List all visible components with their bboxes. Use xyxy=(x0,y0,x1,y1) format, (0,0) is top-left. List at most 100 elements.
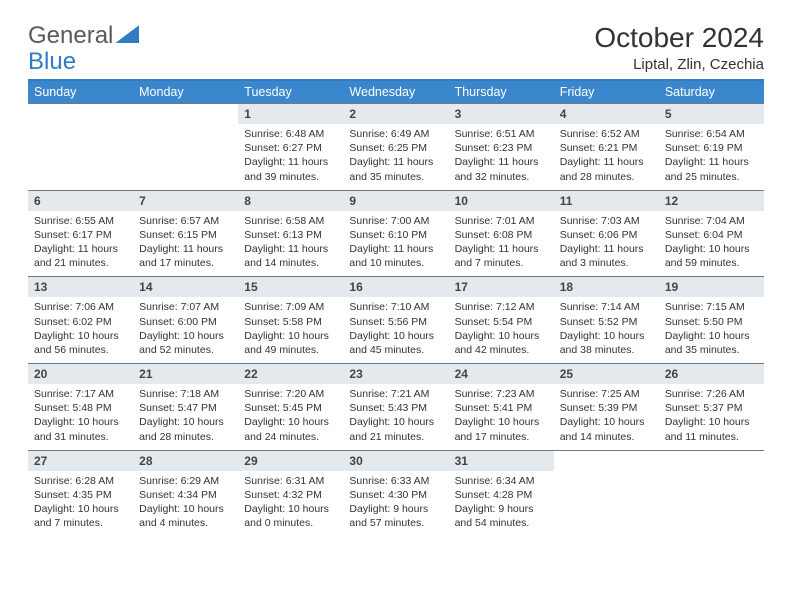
sunrise-text: Sunrise: 6:28 AM xyxy=(34,474,127,488)
sunrise-text: Sunrise: 7:17 AM xyxy=(34,387,127,401)
calendar-cell: 27Sunrise: 6:28 AMSunset: 4:35 PMDayligh… xyxy=(28,450,133,537)
sunset-text: Sunset: 6:10 PM xyxy=(349,228,442,242)
weekday-header: Monday xyxy=(133,80,238,103)
sunset-text: Sunset: 5:47 PM xyxy=(139,401,232,415)
day-content: Sunrise: 6:52 AMSunset: 6:21 PMDaylight:… xyxy=(554,124,659,190)
day-number: 14 xyxy=(133,276,238,297)
cell-wrap: 5Sunrise: 6:54 AMSunset: 6:19 PMDaylight… xyxy=(659,103,764,190)
sunset-text: Sunset: 6:02 PM xyxy=(34,315,127,329)
calendar-cell: 17Sunrise: 7:12 AMSunset: 5:54 PMDayligh… xyxy=(449,276,554,363)
cell-wrap: 27Sunrise: 6:28 AMSunset: 4:35 PMDayligh… xyxy=(28,450,133,537)
daylight-text: Daylight: 11 hours and 32 minutes. xyxy=(455,155,548,183)
logo: General xyxy=(28,22,139,50)
day-content: Sunrise: 7:23 AMSunset: 5:41 PMDaylight:… xyxy=(449,384,554,450)
daylight-text: Daylight: 11 hours and 3 minutes. xyxy=(560,242,653,270)
sunrise-text: Sunrise: 7:14 AM xyxy=(560,300,653,314)
calendar-cell: 2Sunrise: 6:49 AMSunset: 6:25 PMDaylight… xyxy=(343,103,448,190)
daylight-text: Daylight: 10 hours and 28 minutes. xyxy=(139,415,232,443)
day-number: 11 xyxy=(554,190,659,211)
cell-wrap: 7 Sunrise: 6:57 AMSunset: 6:15 PMDaylight… xyxy=(133,190,238,277)
sunrise-text: Sunrise: 6:52 AM xyxy=(560,127,653,141)
calendar-cell: 28Sunrise: 6:29 AMSunset: 4:34 PMDayligh… xyxy=(133,450,238,537)
day-content: Sunrise: 7:25 AMSunset: 5:39 PMDaylight:… xyxy=(554,384,659,450)
cell-wrap: 28Sunrise: 6:29 AMSunset: 4:34 PMDayligh… xyxy=(133,450,238,537)
title-block: October 2024 Liptal, Zlin, Czechia xyxy=(594,22,764,73)
daylight-text: Daylight: 10 hours and 11 minutes. xyxy=(665,415,758,443)
sunset-text: Sunset: 6:06 PM xyxy=(560,228,653,242)
calendar-cell: 4Sunrise: 6:52 AMSunset: 6:21 PMDaylight… xyxy=(554,103,659,190)
day-number: 23 xyxy=(343,363,448,384)
cell-wrap: 13Sunrise: 7:06 AMSunset: 6:02 PMDayligh… xyxy=(28,276,133,363)
calendar-cell: 24Sunrise: 7:23 AMSunset: 5:41 PMDayligh… xyxy=(449,363,554,450)
day-number: 17 xyxy=(449,276,554,297)
calendar-cell: 1Sunrise: 6:48 AMSunset: 6:27 PMDaylight… xyxy=(238,103,343,190)
day-content: Sunrise: 6:55 AMSunset: 6:17 PMDaylight:… xyxy=(28,211,133,277)
location-text: Liptal, Zlin, Czechia xyxy=(594,56,764,73)
day-number: 18 xyxy=(554,276,659,297)
day-number: 4 xyxy=(554,103,659,124)
calendar-row: 6Sunrise: 6:55 AMSunset: 6:17 PMDaylight… xyxy=(28,190,764,277)
sunrise-text: Sunrise: 7:15 AM xyxy=(665,300,758,314)
daylight-text: Daylight: 10 hours and 56 minutes. xyxy=(34,329,127,357)
day-number: 1 xyxy=(238,103,343,124)
sunset-text: Sunset: 6:00 PM xyxy=(139,315,232,329)
sunrise-text: Sunrise: 7:25 AM xyxy=(560,387,653,401)
cell-wrap: 8Sunrise: 6:58 AMSunset: 6:13 PMDaylight… xyxy=(238,190,343,277)
sunrise-text: Sunrise: 7:01 AM xyxy=(455,214,548,228)
daylight-text: Daylight: 10 hours and 38 minutes. xyxy=(560,329,653,357)
day-content: Sunrise: 7:17 AMSunset: 5:48 PMDaylight:… xyxy=(28,384,133,450)
cell-wrap: 17Sunrise: 7:12 AMSunset: 5:54 PMDayligh… xyxy=(449,276,554,363)
daylight-text: Daylight: 11 hours and 7 minutes. xyxy=(455,242,548,270)
sunset-text: Sunset: 6:19 PM xyxy=(665,141,758,155)
calendar-cell: 10Sunrise: 7:01 AMSunset: 6:08 PMDayligh… xyxy=(449,190,554,277)
cell-wrap: 11Sunrise: 7:03 AMSunset: 6:06 PMDayligh… xyxy=(554,190,659,277)
sunrise-text: Sunrise: 7:00 AM xyxy=(349,214,442,228)
day-number-empty xyxy=(659,450,764,471)
daylight-text: Daylight: 11 hours and 35 minutes. xyxy=(349,155,442,183)
calendar-cell: 12Sunrise: 7:04 AMSunset: 6:04 PMDayligh… xyxy=(659,190,764,277)
cell-wrap xyxy=(659,450,764,532)
calendar-cell xyxy=(554,450,659,537)
cell-wrap: 14Sunrise: 7:07 AMSunset: 6:00 PMDayligh… xyxy=(133,276,238,363)
day-number: 7 xyxy=(133,190,238,211)
sunset-text: Sunset: 4:30 PM xyxy=(349,488,442,502)
sunset-text: Sunset: 5:52 PM xyxy=(560,315,653,329)
sunset-text: Sunset: 6:15 PM xyxy=(139,228,232,242)
daylight-text: Daylight: 11 hours and 17 minutes. xyxy=(139,242,232,270)
logo-triangle-icon xyxy=(115,25,139,43)
day-content: Sunrise: 6:33 AMSunset: 4:30 PMDaylight:… xyxy=(343,471,448,537)
sunrise-text: Sunrise: 7:04 AM xyxy=(665,214,758,228)
daylight-text: Daylight: 10 hours and 42 minutes. xyxy=(455,329,548,357)
calendar-cell: 25Sunrise: 7:25 AMSunset: 5:39 PMDayligh… xyxy=(554,363,659,450)
sunset-text: Sunset: 5:48 PM xyxy=(34,401,127,415)
daylight-text: Daylight: 11 hours and 25 minutes. xyxy=(665,155,758,183)
calendar-table: SundayMondayTuesdayWednesdayThursdayFrid… xyxy=(28,79,764,536)
calendar-row: 1Sunrise: 6:48 AMSunset: 6:27 PMDaylight… xyxy=(28,103,764,190)
sunrise-text: Sunrise: 6:31 AM xyxy=(244,474,337,488)
daylight-text: Daylight: 10 hours and 7 minutes. xyxy=(34,502,127,530)
daylight-text: Daylight: 10 hours and 59 minutes. xyxy=(665,242,758,270)
sunrise-text: Sunrise: 7:18 AM xyxy=(139,387,232,401)
calendar-cell: 22Sunrise: 7:20 AMSunset: 5:45 PMDayligh… xyxy=(238,363,343,450)
cell-wrap: 21Sunrise: 7:18 AMSunset: 5:47 PMDayligh… xyxy=(133,363,238,450)
calendar-cell: 19Sunrise: 7:15 AMSunset: 5:50 PMDayligh… xyxy=(659,276,764,363)
day-number: 15 xyxy=(238,276,343,297)
sunrise-text: Sunrise: 6:57 AM xyxy=(139,214,232,228)
sunset-text: Sunset: 5:50 PM xyxy=(665,315,758,329)
cell-wrap: 1Sunrise: 6:48 AMSunset: 6:27 PMDaylight… xyxy=(238,103,343,190)
calendar-cell: 7 Sunrise: 6:57 AMSunset: 6:15 PMDaylight… xyxy=(133,190,238,277)
sunrise-text: Sunrise: 6:55 AM xyxy=(34,214,127,228)
sunset-text: Sunset: 5:43 PM xyxy=(349,401,442,415)
weekday-header: Saturday xyxy=(659,80,764,103)
day-number: 16 xyxy=(343,276,448,297)
sunrise-text: Sunrise: 7:06 AM xyxy=(34,300,127,314)
daylight-text: Daylight: 10 hours and 4 minutes. xyxy=(139,502,232,530)
day-number: 30 xyxy=(343,450,448,471)
calendar-cell: 31Sunrise: 6:34 AMSunset: 4:28 PMDayligh… xyxy=(449,450,554,537)
daylight-text: Daylight: 11 hours and 39 minutes. xyxy=(244,155,337,183)
daylight-text: Daylight: 10 hours and 17 minutes. xyxy=(455,415,548,443)
sunset-text: Sunset: 4:35 PM xyxy=(34,488,127,502)
day-number: 12 xyxy=(659,190,764,211)
cell-wrap: 4Sunrise: 6:52 AMSunset: 6:21 PMDaylight… xyxy=(554,103,659,190)
sunrise-text: Sunrise: 6:33 AM xyxy=(349,474,442,488)
